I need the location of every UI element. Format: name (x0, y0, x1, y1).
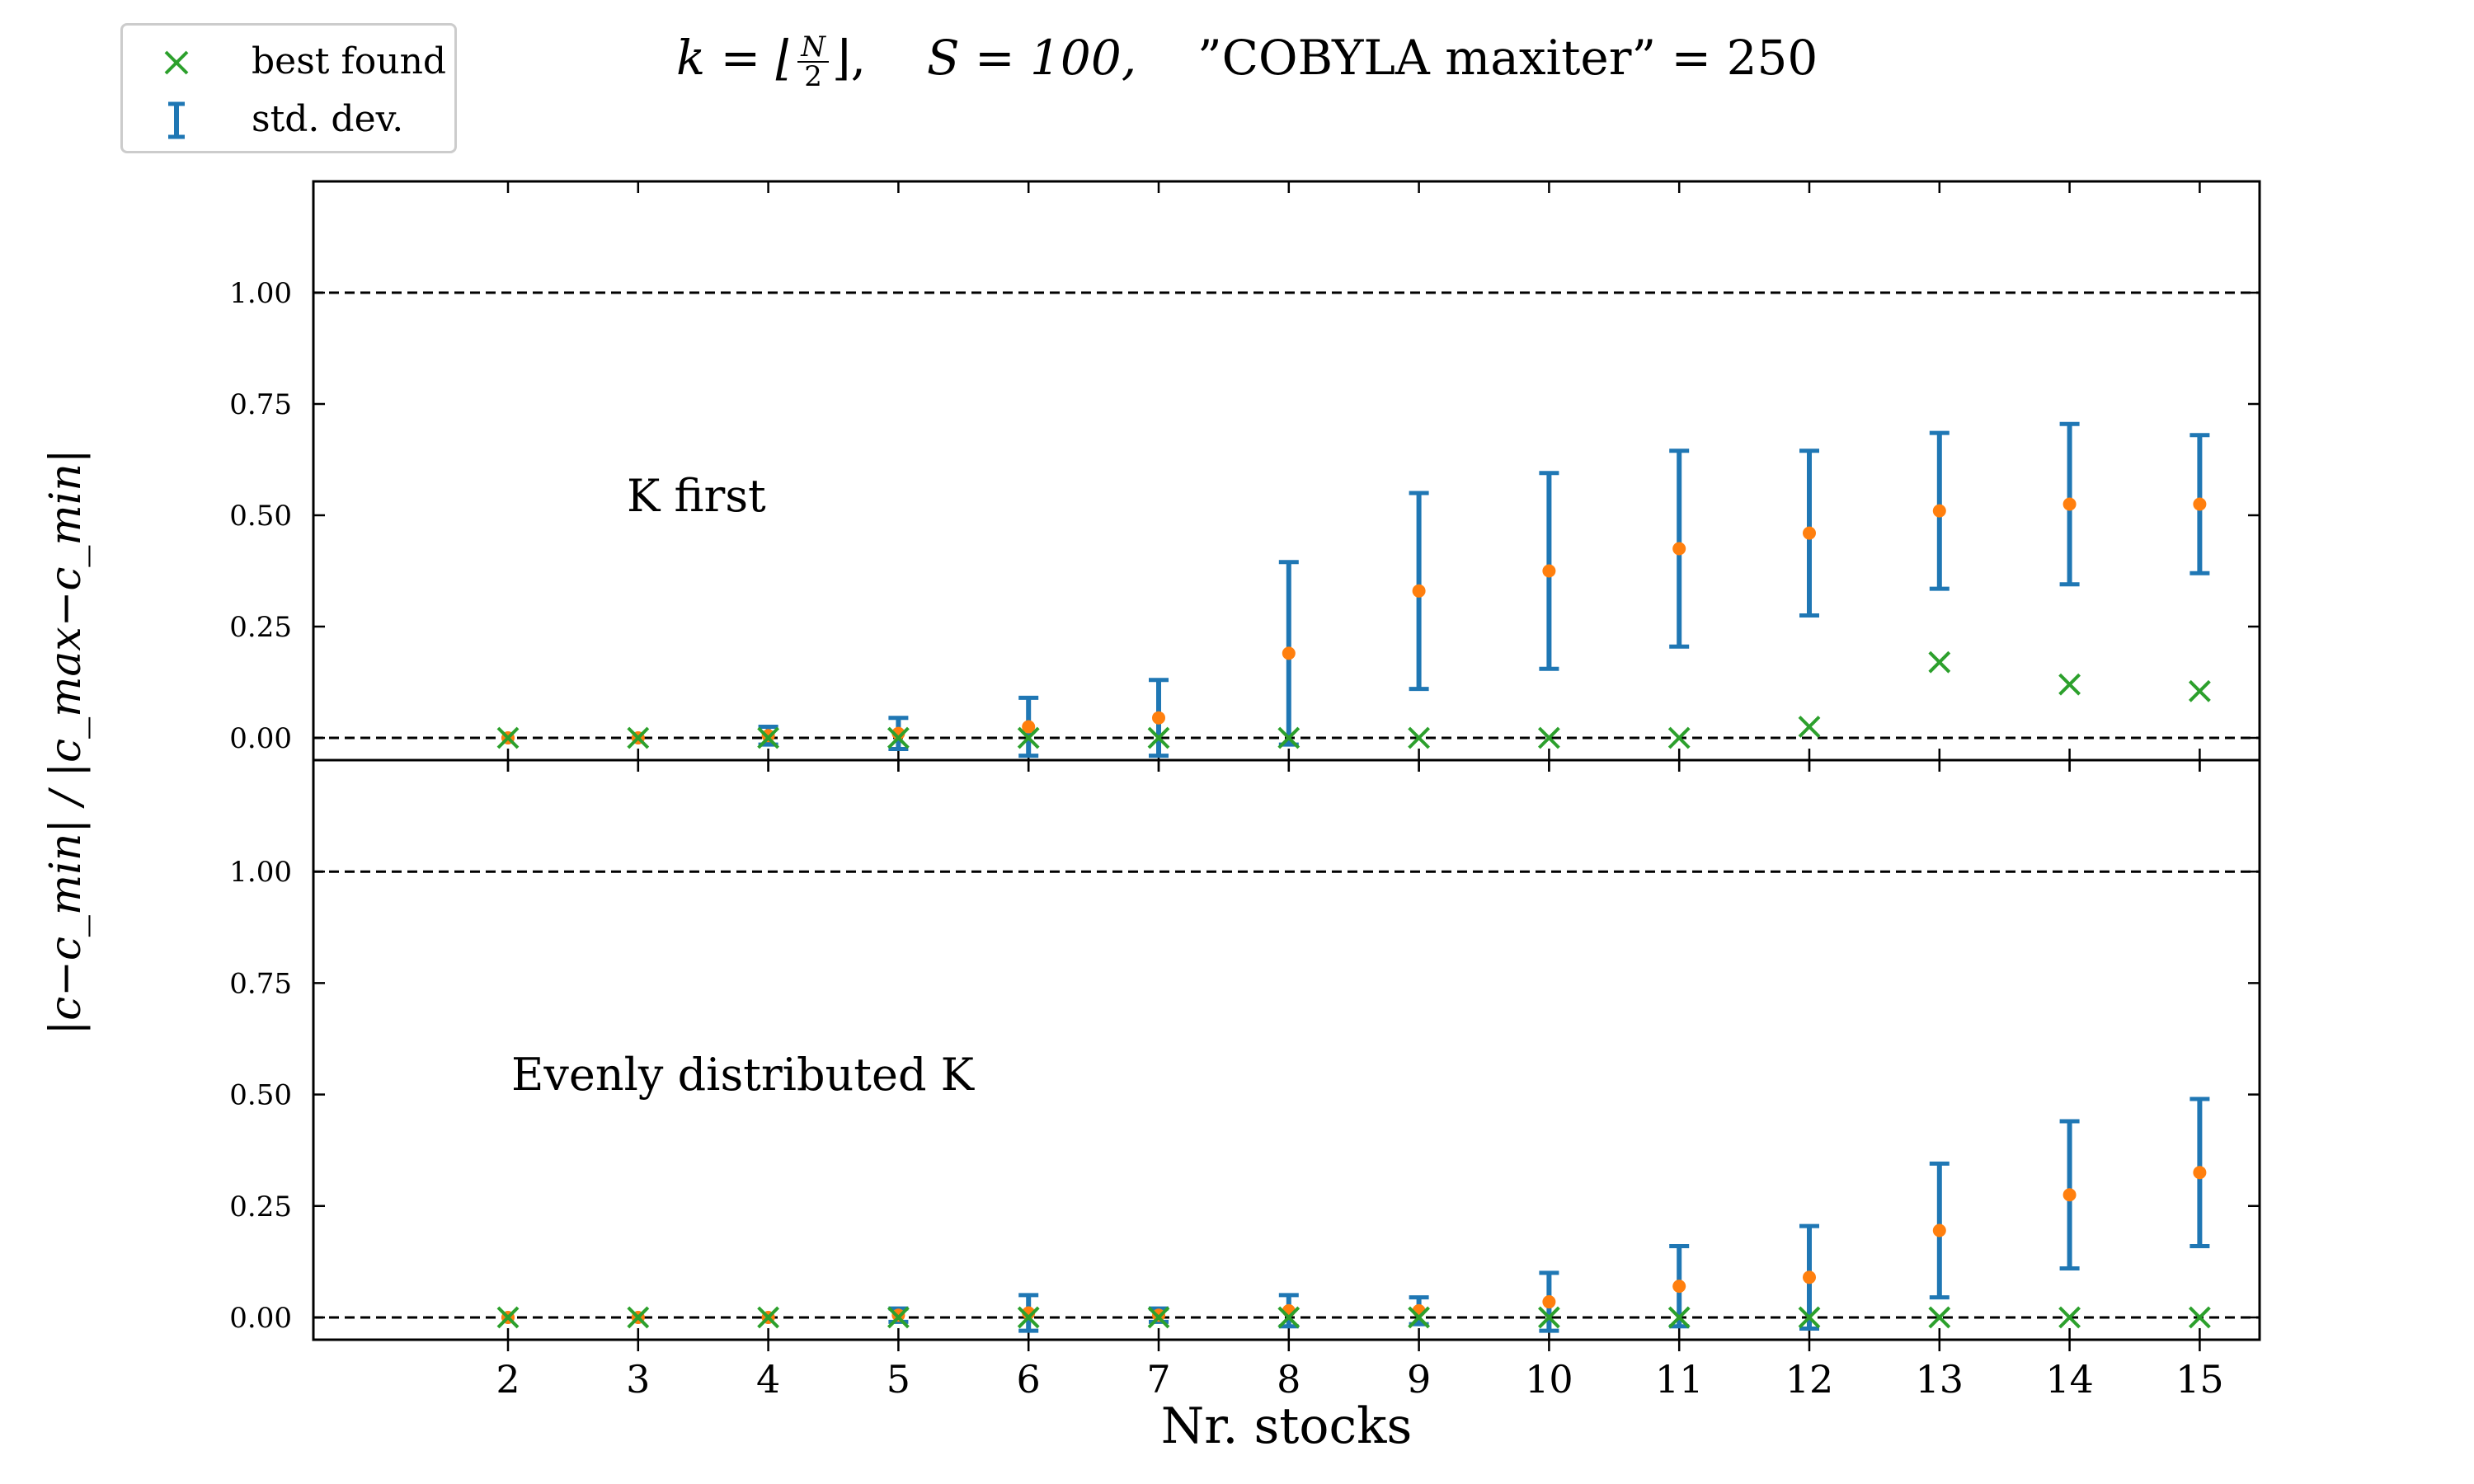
y-tick-label: 0.75 (229, 967, 292, 1000)
errorbar-icon (168, 101, 185, 139)
best-found-marker (2188, 679, 2211, 702)
mean-point (2062, 497, 2077, 511)
legend: best found std. dev. (120, 23, 457, 153)
best-found-marker (887, 1306, 910, 1329)
best-found-marker (1798, 716, 1821, 738)
axes-frame (312, 758, 2261, 1341)
best-found-marker (1277, 726, 1300, 749)
x-tick-label: 3 (626, 1357, 650, 1402)
mean-point (1282, 646, 1296, 660)
y-tick-label: 0.50 (229, 1079, 292, 1112)
best-found-marker (1147, 1306, 1170, 1329)
best-found-marker (2188, 1306, 2211, 1329)
best-found-marker (496, 1306, 520, 1329)
mean-point (2062, 1188, 2077, 1202)
legend-item-best-found: best found (123, 37, 454, 87)
legend-label-std-dev: std. dev. (252, 98, 404, 140)
best-found-marker (496, 726, 520, 749)
x-tick-label: 15 (2175, 1357, 2224, 1402)
x-tick-label: 12 (1785, 1357, 1834, 1402)
y-tick-label: 0.25 (229, 1190, 292, 1223)
mean-point (2193, 1166, 2207, 1180)
best-found-marker (1537, 726, 1560, 749)
best-found-marker (2058, 1306, 2081, 1329)
x-tick-label: 9 (1407, 1357, 1431, 1402)
mean-point (1803, 526, 1816, 540)
best-found-marker (1408, 726, 1431, 749)
best-found-marker (757, 726, 780, 749)
y-tick-label: 0.25 (229, 611, 292, 644)
best-found-marker (627, 726, 650, 749)
best-found-marker (887, 726, 910, 749)
panel-k-first: 0.00 0.25 0.50 0.75 1.00 K first (229, 180, 2261, 772)
mean-point (1672, 1280, 1686, 1294)
y-tick-label: 1.00 (229, 856, 292, 889)
best-found-marker (627, 1306, 650, 1329)
best-found-marker (1017, 726, 1040, 749)
best-found-marker (1017, 1306, 1040, 1329)
best-found-marker (1667, 1306, 1691, 1329)
mean-point (1542, 564, 1556, 578)
x-tick-label: 8 (1277, 1357, 1300, 1402)
mean-point (1932, 1223, 1946, 1237)
title-k-frac-num: N (797, 33, 829, 63)
figure-title: k = ⌊ N 2 ⌋, S = 100, ”COBYLA maxiter” = 25… (676, 30, 1818, 91)
best-found-marker (1667, 726, 1691, 749)
y-tick-label: 0.75 (229, 388, 292, 421)
legend-item-std-dev: std. dev. (123, 95, 454, 144)
best-found-marker (2058, 673, 2081, 696)
y-tick-label: 0.50 (229, 500, 292, 533)
best-found-marker (1147, 726, 1170, 749)
y-tick-label: 0.00 (229, 722, 292, 755)
panel-evenly-distributed: 0.00 0.25 0.50 0.75 1.00 Evenly distributed K… (229, 758, 2261, 1455)
best-found-marker (1798, 1306, 1821, 1329)
mean-point (1932, 504, 1946, 518)
panel-label: Evenly distributed K (511, 1049, 976, 1101)
x-tick-label: 13 (1916, 1357, 1964, 1402)
mean-point (2193, 497, 2207, 511)
mean-point (1542, 1295, 1556, 1309)
x-marker-icon (164, 50, 189, 75)
mean-point (1022, 720, 1036, 734)
mean-point (1803, 1270, 1816, 1284)
title-k-frac-den: 2 (804, 59, 822, 93)
x-tick-label: 11 (1655, 1357, 1704, 1402)
panel-label: K first (627, 470, 766, 522)
mean-point (1152, 711, 1165, 725)
legend-label-best-found: best found (252, 40, 447, 82)
best-found-marker (1277, 1306, 1300, 1329)
title-k-suffix: ⌋, (832, 30, 867, 86)
title-k-prefix: k = ⌊ (676, 30, 795, 86)
title-cobyla-expr: ”COBYLA maxiter” = 250 (1197, 30, 1818, 86)
x-tick-label: 4 (756, 1357, 780, 1402)
x-tick-label: 7 (1146, 1357, 1170, 1402)
x-tick-label: 14 (2045, 1357, 2094, 1402)
y-tick-label: 1.00 (229, 277, 292, 310)
title-s-expr: S = 100, (926, 30, 1137, 86)
best-found-marker (1537, 1306, 1560, 1329)
mean-point (1672, 542, 1686, 556)
x-tick-label: 6 (1017, 1357, 1041, 1402)
x-axis-label: Nr. stocks (1161, 1397, 1413, 1455)
best-found-marker (1408, 1306, 1431, 1329)
mean-point (1412, 584, 1426, 598)
x-tick-label: 5 (887, 1357, 910, 1402)
best-found-marker (757, 1306, 780, 1329)
x-tick-label: 10 (1525, 1357, 1573, 1402)
y-tick-label: 0.00 (229, 1302, 292, 1335)
best-found-marker (1928, 1306, 1951, 1329)
x-tick-label: 2 (496, 1357, 520, 1402)
best-found-marker (1928, 650, 1951, 674)
